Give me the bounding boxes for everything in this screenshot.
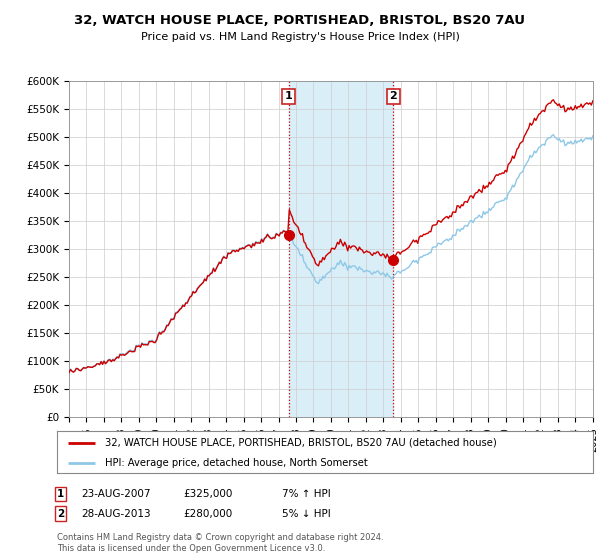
Text: 23-AUG-2007: 23-AUG-2007 (81, 489, 151, 499)
Text: 5% ↓ HPI: 5% ↓ HPI (282, 508, 331, 519)
Text: 2: 2 (389, 91, 397, 101)
Text: 2: 2 (57, 508, 64, 519)
Text: Price paid vs. HM Land Registry's House Price Index (HPI): Price paid vs. HM Land Registry's House … (140, 32, 460, 43)
Text: HPI: Average price, detached house, North Somerset: HPI: Average price, detached house, Nort… (105, 458, 368, 468)
Text: Contains HM Land Registry data © Crown copyright and database right 2024.
This d: Contains HM Land Registry data © Crown c… (57, 533, 383, 553)
Text: £325,000: £325,000 (183, 489, 232, 499)
Text: 28-AUG-2013: 28-AUG-2013 (81, 508, 151, 519)
Bar (289, 81, 394, 417)
Text: 32, WATCH HOUSE PLACE, PORTISHEAD, BRISTOL, BS20 7AU: 32, WATCH HOUSE PLACE, PORTISHEAD, BRIST… (74, 14, 526, 27)
Text: 7% ↑ HPI: 7% ↑ HPI (282, 489, 331, 499)
Text: 32, WATCH HOUSE PLACE, PORTISHEAD, BRISTOL, BS20 7AU (detached house): 32, WATCH HOUSE PLACE, PORTISHEAD, BRIST… (105, 438, 497, 448)
Text: £280,000: £280,000 (183, 508, 232, 519)
Text: 1: 1 (57, 489, 64, 499)
Text: 1: 1 (285, 91, 293, 101)
